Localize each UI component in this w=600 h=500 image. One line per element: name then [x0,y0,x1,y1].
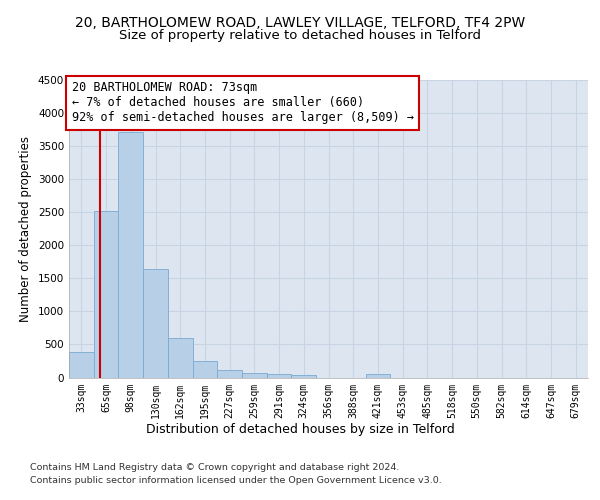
Text: Contains HM Land Registry data © Crown copyright and database right 2024.: Contains HM Land Registry data © Crown c… [30,462,400,471]
Bar [94,211,118,378]
Bar [267,374,292,378]
Y-axis label: Number of detached properties: Number of detached properties [19,136,32,322]
Bar [193,362,217,378]
Bar [217,370,242,378]
Bar [143,269,168,378]
Bar [242,373,267,378]
Text: 20, BARTHOLOMEW ROAD, LAWLEY VILLAGE, TELFORD, TF4 2PW: 20, BARTHOLOMEW ROAD, LAWLEY VILLAGE, TE… [75,16,525,30]
Bar [365,374,390,378]
Text: Distribution of detached houses by size in Telford: Distribution of detached houses by size … [146,422,454,436]
Bar [292,374,316,378]
Bar [168,338,193,378]
Text: 20 BARTHOLOMEW ROAD: 73sqm
← 7% of detached houses are smaller (660)
92% of semi: 20 BARTHOLOMEW ROAD: 73sqm ← 7% of detac… [71,82,413,124]
Text: Contains public sector information licensed under the Open Government Licence v3: Contains public sector information licen… [30,476,442,485]
Bar [69,352,94,378]
Bar [118,132,143,378]
Text: Size of property relative to detached houses in Telford: Size of property relative to detached ho… [119,29,481,42]
